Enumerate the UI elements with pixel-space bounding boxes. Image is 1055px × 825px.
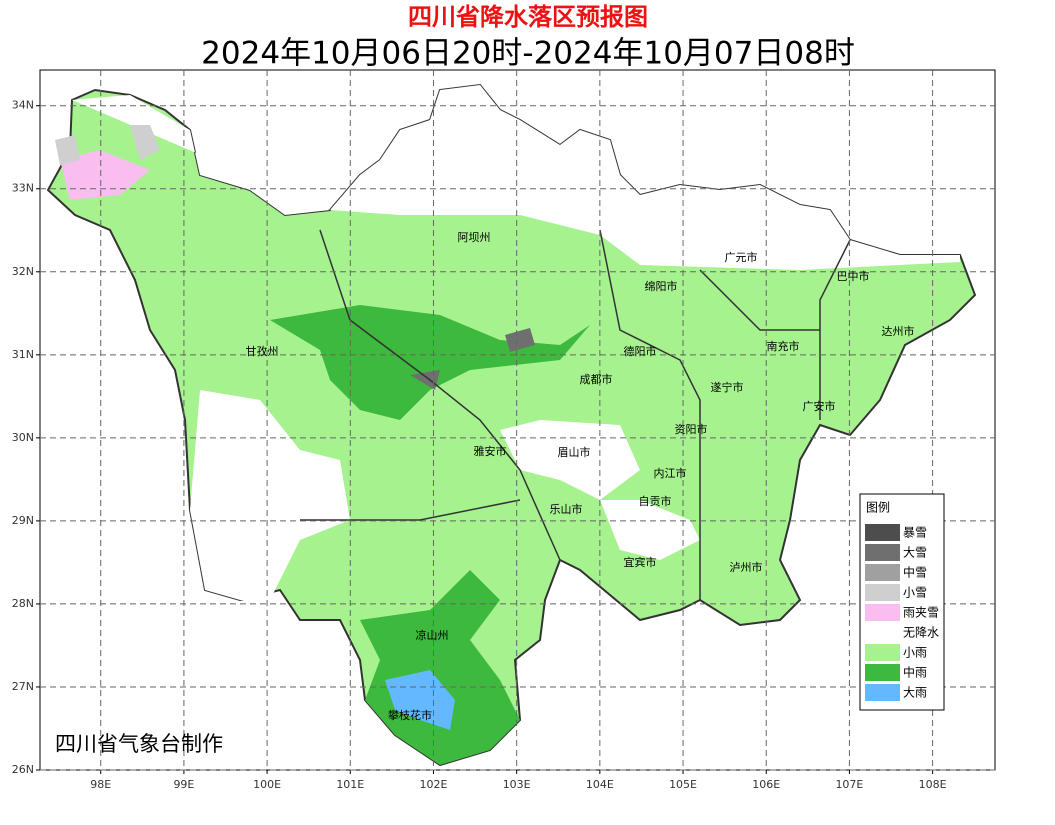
x-tick-label: 102E [420, 778, 448, 791]
city-label: 达州市 [882, 324, 915, 338]
legend-label: 中雪 [903, 565, 927, 580]
x-tick-label: 107E [835, 778, 863, 791]
city-label: 绵阳市 [645, 279, 678, 293]
city-label: 泸州市 [730, 560, 763, 574]
x-tick-label: 106E [752, 778, 780, 791]
grid: 98E 99E 100E 101E 102E 103E 104E 105E 106E 107E 10… [12, 70, 995, 791]
city-label: 遂宁市 [711, 380, 744, 394]
x-tick-label: 98E [90, 778, 111, 791]
city-label: 成都市 [580, 372, 613, 386]
legend-label: 雨夹雪 [903, 606, 939, 620]
y-tick-label: 30N [12, 431, 34, 444]
subtitle: 2024年10月06日20时-2024年10月07日08时 [201, 36, 855, 72]
credit: 四川省气象台制作 [55, 732, 223, 756]
legend-swatch [865, 604, 900, 621]
city-label: 广元市 [725, 250, 758, 264]
y-tick-label: 33N [12, 182, 34, 195]
city-label: 广安市 [803, 399, 836, 413]
legend-label: 大雨 [903, 686, 927, 700]
legend-label: 暴雪 [903, 526, 927, 540]
title: 四川省降水落区预报图 [408, 3, 648, 31]
x-tick-label: 99E [173, 778, 194, 791]
legend-swatch [865, 624, 900, 641]
x-tick-label: 105E [669, 778, 697, 791]
city-label: 凉山州 [416, 628, 449, 642]
x-tick-label: 100E [253, 778, 281, 791]
city-label: 巴中市 [837, 269, 870, 283]
city-label: 内江市 [654, 466, 687, 480]
legend-title: 图例 [866, 501, 890, 515]
legend-label: 大雪 [903, 546, 927, 560]
city-label: 自贡市 [639, 494, 672, 508]
x-tick-label: 103E [503, 778, 531, 791]
x-tick-label: 104E [586, 778, 614, 791]
legend-swatch [865, 684, 900, 701]
legend-label: 中雨 [903, 665, 927, 680]
city-label: 德阳市 [624, 344, 657, 358]
x-tick-label: 108E [919, 778, 947, 791]
y-tick-label: 32N [12, 265, 34, 278]
city-label: 乐山市 [550, 502, 583, 516]
legend-swatch [865, 664, 900, 681]
legend-label: 无降水 [903, 626, 939, 640]
city-label: 雅安市 [474, 444, 507, 458]
city-label: 攀枝花市 [388, 708, 432, 722]
y-tick-label: 34N [12, 99, 34, 112]
province [46, 83, 977, 767]
city-label: 眉山市 [558, 445, 591, 459]
y-tick-label: 27N [12, 680, 34, 693]
x-tick-label: 101E [336, 778, 364, 791]
legend-label: 小雨 [903, 646, 927, 660]
city-label: 阿坝州 [458, 230, 491, 244]
y-tick-label: 29N [12, 514, 34, 527]
city-label: 宜宾市 [624, 555, 657, 569]
y-tick-label: 31N [12, 348, 34, 361]
legend-swatch [865, 544, 900, 561]
legend-swatch [865, 644, 900, 661]
city-label: 甘孜州 [246, 344, 279, 358]
legend-swatch [865, 524, 900, 541]
legend-swatch [865, 584, 900, 601]
y-tick-label: 28N [12, 597, 34, 610]
legend-label: 小雪 [903, 586, 927, 600]
y-tick-label: 26N [12, 763, 34, 776]
legend-swatch [865, 564, 900, 581]
city-label: 资阳市 [675, 422, 708, 436]
city-label: 南充市 [767, 339, 800, 353]
